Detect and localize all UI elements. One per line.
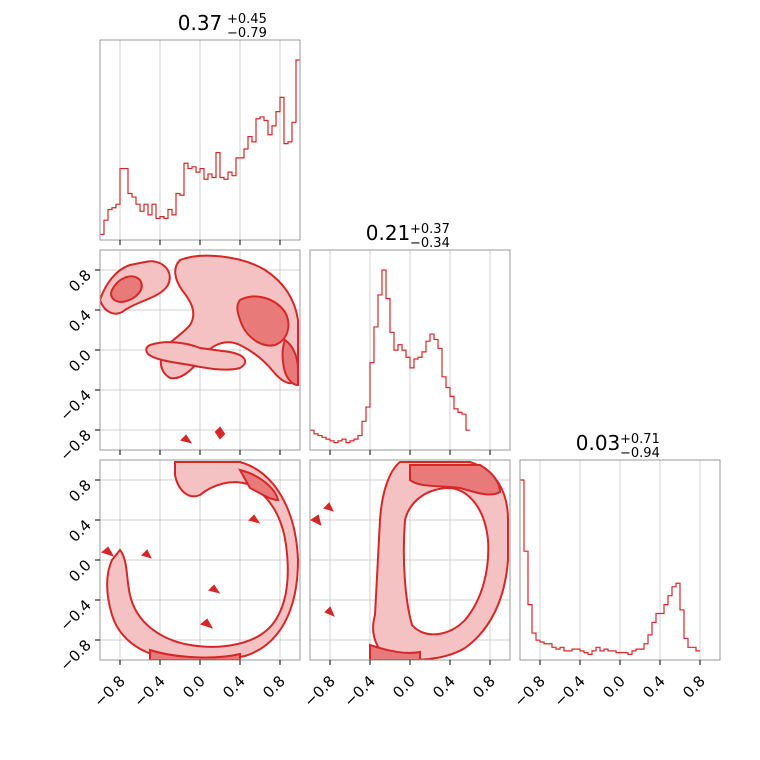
hist-2-xticks: −0.8 −0.4 0.0 0.4 0.8 [510, 660, 709, 711]
y-tick-label-3: 0.4 [65, 306, 95, 336]
panel-hist-1: 0.21 +0.37 −0.34 [309, 221, 511, 455]
y-tick-label-0: −0.8 [56, 426, 94, 464]
histogram-1-steps [310, 269, 470, 444]
x-tick-label-0: −0.8 [510, 672, 548, 710]
pair-1-2-xticks: −0.8 −0.4 0.0 0.4 0.8 [300, 660, 499, 711]
pair-1-2-contours [310, 461, 509, 660]
x-tick-label-3: 0.4 [429, 672, 459, 702]
x-tick-label-2: 0.0 [179, 672, 209, 702]
pair-0-1-yticks: −0.8−0.4 0.0 0.4 0.8 [56, 266, 100, 465]
hist-0-ticks [119, 240, 281, 245]
pair-0-1-specks [180, 426, 226, 444]
pair-0-1-edge-blob [281, 338, 299, 387]
title-2-plus: +0.71 [620, 432, 660, 447]
x-tick-label-0: −0.8 [300, 672, 338, 710]
title-1-value: 0.21 [366, 221, 411, 245]
x-tick-label-4: 0.8 [679, 672, 709, 702]
title-1-minus: −0.34 [410, 236, 450, 251]
pair-1-2-ring-top [409, 464, 502, 496]
title-0-plus: +0.45 [227, 12, 267, 27]
pair-0-1-blob-right-core [236, 295, 290, 347]
x-tick-label-1: −0.4 [340, 672, 378, 710]
panel-hist-0: 0.37 +0.45 −0.79 [99, 11, 301, 245]
x-tick-label-1: −0.4 [130, 672, 168, 710]
panel-2d-0-2: −0.8−0.40.00.40.8 −0.8 −0.4 0.0 0.4 0.8 [56, 459, 301, 711]
x-tick-label-1: −0.4 [550, 672, 588, 710]
pair-0-2-ring-bottom [149, 648, 241, 660]
y-tick-label-3: 0.4 [65, 516, 95, 546]
y-tick-label-0: −0.8 [56, 636, 94, 674]
pair-0-1-xticks [119, 450, 281, 455]
pair-0-2-yticks: −0.8−0.4 0.0 0.4 0.8 [56, 476, 100, 675]
panel-2d-0-1: −0.8−0.4 0.0 0.4 0.8 [56, 249, 301, 465]
y-tick-label-2: 0.0 [65, 346, 95, 376]
title-0: 0.37 [178, 11, 223, 35]
title-2-value: 0.03 [576, 431, 621, 455]
y-tick-label-1: −0.4 [56, 596, 94, 634]
pair-1-2-ring [372, 461, 509, 660]
x-tick-label-2: 0.0 [599, 672, 629, 702]
pair-0-2-specks [100, 514, 261, 629]
pair-0-2-contours [100, 461, 300, 660]
histogram-0-steps [100, 59, 300, 236]
x-tick-label-3: 0.4 [639, 672, 669, 702]
pair-1-2-ring-bottom [369, 643, 421, 660]
hist-0-grid [119, 40, 281, 240]
title-0-value: 0.37 [178, 11, 223, 35]
title-1-plus: +0.37 [410, 222, 450, 237]
pair-0-2-ring-core [238, 468, 280, 502]
pair-1-2-specks [310, 502, 335, 617]
y-tick-label-2: 0.0 [65, 556, 95, 586]
x-tick-label-2: 0.0 [389, 672, 419, 702]
y-tick-label-1: −0.4 [56, 386, 94, 424]
pair-0-1-band [145, 341, 247, 371]
hist-1-ticks [329, 450, 491, 455]
panel-2d-1-2: −0.8 −0.4 0.0 0.4 0.8 [300, 459, 511, 711]
x-tick-label-3: 0.4 [219, 672, 249, 702]
histogram-2-steps [520, 479, 700, 656]
x-tick-label-4: 0.8 [259, 672, 289, 702]
pair-0-1-contours [100, 254, 299, 444]
panel-hist-2: 0.03 +0.71 −0.94 [519, 431, 721, 661]
pair-0-2-xticks: −0.8 −0.4 0.0 0.4 0.8 [90, 660, 289, 711]
y-tick-label-4: 0.8 [65, 476, 95, 506]
pair-0-1-blob-left-core [110, 275, 143, 304]
hist-1-grid [329, 250, 491, 450]
x-tick-label-0: −0.8 [90, 672, 128, 710]
title-0-minus: −0.79 [227, 26, 267, 41]
title-2-minus: −0.94 [620, 446, 660, 461]
hist-2-grid [539, 460, 701, 660]
y-tick-label-4: 0.8 [65, 266, 95, 296]
x-tick-label-4: 0.8 [469, 672, 499, 702]
